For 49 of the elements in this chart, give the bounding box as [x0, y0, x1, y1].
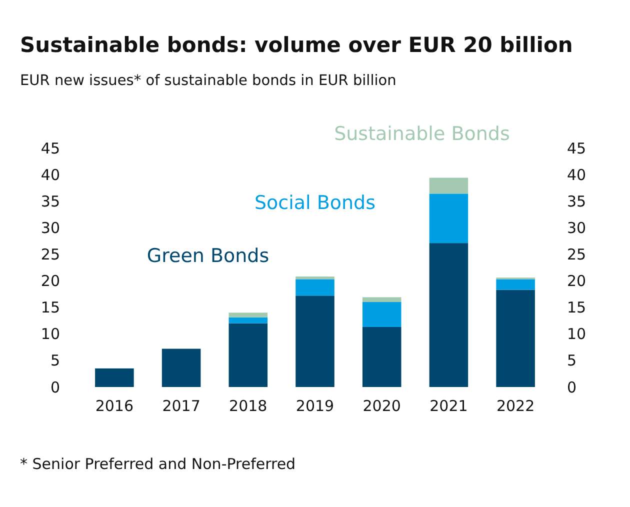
bar	[429, 243, 468, 387]
y-tick-label: 20	[40, 272, 60, 290]
text: Social Bonds	[254, 192, 376, 214]
bar	[496, 279, 535, 290]
y-tick-label: 45	[40, 139, 60, 158]
y-tick-label: 30	[40, 218, 60, 237]
bar	[362, 297, 402, 302]
x-tick-label: 2016	[95, 397, 134, 415]
text: Sustainable Bonds	[334, 123, 510, 146]
y-tick-label: 10	[40, 325, 60, 344]
y-tick-label: 15	[40, 298, 60, 317]
y2-tick-label: 15	[567, 298, 586, 317]
text: Green Bonds	[146, 245, 270, 268]
bar	[296, 279, 334, 296]
bar	[296, 276, 334, 280]
y2-tick-label: 35	[567, 192, 586, 210]
y-tick-label: 35	[40, 192, 60, 210]
chart-subtitle: EUR new issues* of sustainable bonds in EUR billion	[20, 73, 396, 89]
bar	[496, 290, 535, 387]
text: * Senior Preferred and Non-Preferred	[20, 455, 296, 473]
y2-tick-label: 30	[567, 218, 586, 237]
x-tick-label: 2017	[162, 397, 200, 415]
bar	[362, 302, 402, 327]
bar	[429, 178, 468, 194]
bar	[95, 368, 134, 387]
y2-tick-label: 45	[567, 139, 586, 158]
y2-tick-label: 5	[567, 352, 577, 370]
y2-tick-label: 25	[567, 245, 586, 264]
bar	[162, 348, 201, 387]
y-tick-label: 5	[50, 352, 60, 370]
y2-tick-label: 40	[567, 166, 586, 184]
x-tick-label: 2018	[229, 397, 268, 415]
y2-tick-label: 10	[567, 325, 586, 344]
x-tick-label: 2021	[430, 397, 468, 415]
x-tick-label: 2019	[296, 397, 334, 415]
bar	[228, 317, 268, 324]
chart-title: Sustainable bonds: volume over EUR 20 billion	[20, 33, 573, 57]
y-tick-label: 40	[40, 166, 60, 184]
y-tick-label: 25	[40, 245, 60, 264]
y-tick-label: 0	[50, 378, 60, 396]
bar	[296, 296, 334, 387]
bar	[429, 194, 468, 244]
bar	[228, 323, 268, 387]
x-tick-label: 2020	[362, 397, 401, 415]
bar	[362, 326, 402, 387]
y2-tick-label: 20	[567, 272, 586, 290]
x-tick-label: 2022	[496, 397, 535, 415]
y2-tick-label: 0	[567, 378, 577, 396]
bar	[228, 312, 268, 318]
